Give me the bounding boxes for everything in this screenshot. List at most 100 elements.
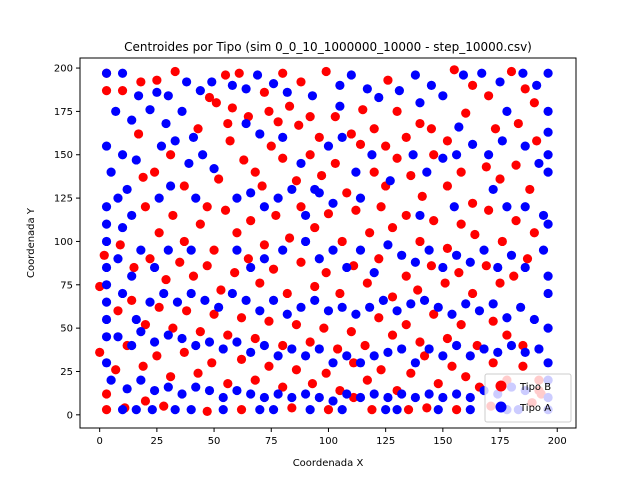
point-tipo-a-95 xyxy=(543,219,553,229)
point-tipo-a-184 xyxy=(383,347,393,357)
point-tipo-b-203 xyxy=(101,405,112,415)
point-tipo-b-163 xyxy=(429,309,439,319)
point-tipo-a-6 xyxy=(195,86,205,96)
point-tipo-a-198 xyxy=(122,384,132,394)
point-tipo-b-46 xyxy=(149,167,160,177)
point-tipo-b-42 xyxy=(513,118,523,129)
point-tipo-b-121 xyxy=(296,257,306,267)
point-tipo-a-32 xyxy=(177,106,187,116)
point-tipo-a-128 xyxy=(101,297,112,307)
point-tipo-b-21 xyxy=(223,118,233,129)
point-tipo-b-77 xyxy=(140,202,151,212)
legend-label-tipo-a: Tipo A xyxy=(519,403,551,414)
point-tipo-a-102 xyxy=(163,245,173,255)
point-tipo-a-12 xyxy=(282,87,292,97)
point-tipo-b-72 xyxy=(467,198,478,208)
point-tipo-a-165 xyxy=(127,340,137,351)
point-tipo-b-155 xyxy=(319,323,329,333)
point-tipo-a-162 xyxy=(543,323,553,333)
point-tipo-b-162 xyxy=(415,337,425,347)
point-tipo-a-164 xyxy=(113,332,123,342)
point-tipo-b-152 xyxy=(278,340,288,351)
point-tipo-b-6 xyxy=(220,70,231,80)
point-tipo-a-231 xyxy=(147,405,157,415)
point-tipo-a-240 xyxy=(392,405,402,415)
point-tipo-a-91 xyxy=(488,184,498,195)
point-tipo-a-70 xyxy=(543,150,553,160)
point-tipo-a-175 xyxy=(259,340,269,351)
point-tipo-a-125 xyxy=(538,245,549,255)
point-tipo-b-7 xyxy=(234,68,244,78)
point-tipo-b-33 xyxy=(369,124,379,134)
point-tipo-a-3 xyxy=(152,87,162,97)
point-tipo-b-95 xyxy=(376,202,386,212)
point-tipo-b-44 xyxy=(133,129,144,139)
point-tipo-a-90 xyxy=(449,202,459,212)
point-tipo-a-193 xyxy=(506,340,517,351)
point-tipo-a-168 xyxy=(163,330,173,340)
point-tipo-a-185 xyxy=(397,344,407,354)
point-tipo-a-1 xyxy=(117,68,128,78)
point-tipo-a-205 xyxy=(218,392,228,403)
point-tipo-a-238 xyxy=(337,405,347,415)
point-tipo-a-7 xyxy=(207,77,217,87)
point-tipo-b-195 xyxy=(447,361,457,371)
point-tipo-a-210 xyxy=(287,392,297,403)
point-tipo-a-34 xyxy=(335,101,345,111)
point-tipo-b-214 xyxy=(422,403,432,413)
point-tipo-a-154 xyxy=(433,302,443,312)
point-tipo-b-206 xyxy=(159,401,169,411)
point-tipo-b-176 xyxy=(179,347,189,357)
point-tipo-a-11 xyxy=(268,79,279,89)
point-tipo-a-35 xyxy=(415,98,425,108)
y-axis-label: Coordenada Y xyxy=(26,207,37,278)
point-tipo-a-237 xyxy=(305,405,315,415)
point-tipo-b-190 xyxy=(376,365,386,375)
point-tipo-b-185 xyxy=(307,379,318,389)
point-tipo-b-128 xyxy=(387,292,398,302)
point-tipo-a-230 xyxy=(131,405,141,415)
point-tipo-b-192 xyxy=(406,368,416,378)
point-tipo-a-60 xyxy=(408,150,418,160)
point-tipo-a-98 xyxy=(113,254,123,264)
point-tipo-b-73 xyxy=(481,162,491,172)
point-tipo-b-35 xyxy=(392,106,402,116)
point-tipo-b-14 xyxy=(467,80,478,90)
point-tipo-b-145 xyxy=(182,306,192,316)
point-tipo-a-144 xyxy=(296,302,306,312)
point-tipo-a-176 xyxy=(273,351,283,361)
point-tipo-a-67 xyxy=(520,141,530,151)
point-tipo-a-66 xyxy=(497,136,507,146)
point-tipo-b-1 xyxy=(101,86,112,96)
point-tipo-a-42 xyxy=(106,167,116,177)
point-tipo-b-47 xyxy=(166,150,176,160)
point-tipo-a-109 xyxy=(314,254,324,264)
point-tipo-b-114 xyxy=(202,261,212,271)
point-tipo-a-157 xyxy=(474,306,485,316)
point-tipo-a-163 xyxy=(101,358,112,368)
point-tipo-b-170 xyxy=(95,347,105,357)
x-tick-label: 100 xyxy=(319,436,338,447)
point-tipo-a-15 xyxy=(346,70,356,80)
point-tipo-b-61 xyxy=(330,158,340,169)
point-tipo-a-85 xyxy=(300,210,311,221)
point-tipo-a-73 xyxy=(101,236,112,247)
point-tipo-b-51 xyxy=(214,174,224,184)
point-tipo-b-127 xyxy=(374,254,384,264)
point-tipo-a-187 xyxy=(424,344,434,354)
point-tipo-b-57 xyxy=(278,153,288,163)
point-tipo-b-115 xyxy=(216,285,226,295)
point-tipo-a-181 xyxy=(342,351,352,361)
point-tipo-a-213 xyxy=(328,396,338,406)
point-tipo-a-121 xyxy=(479,245,489,255)
point-tipo-a-167 xyxy=(149,337,160,347)
point-tipo-a-110 xyxy=(328,245,338,255)
point-tipo-b-98 xyxy=(415,236,425,247)
point-tipo-a-106 xyxy=(259,254,269,264)
point-tipo-a-63 xyxy=(451,150,462,160)
point-tipo-b-64 xyxy=(369,167,379,177)
point-tipo-a-28 xyxy=(111,106,121,116)
point-tipo-b-134 xyxy=(467,288,478,299)
